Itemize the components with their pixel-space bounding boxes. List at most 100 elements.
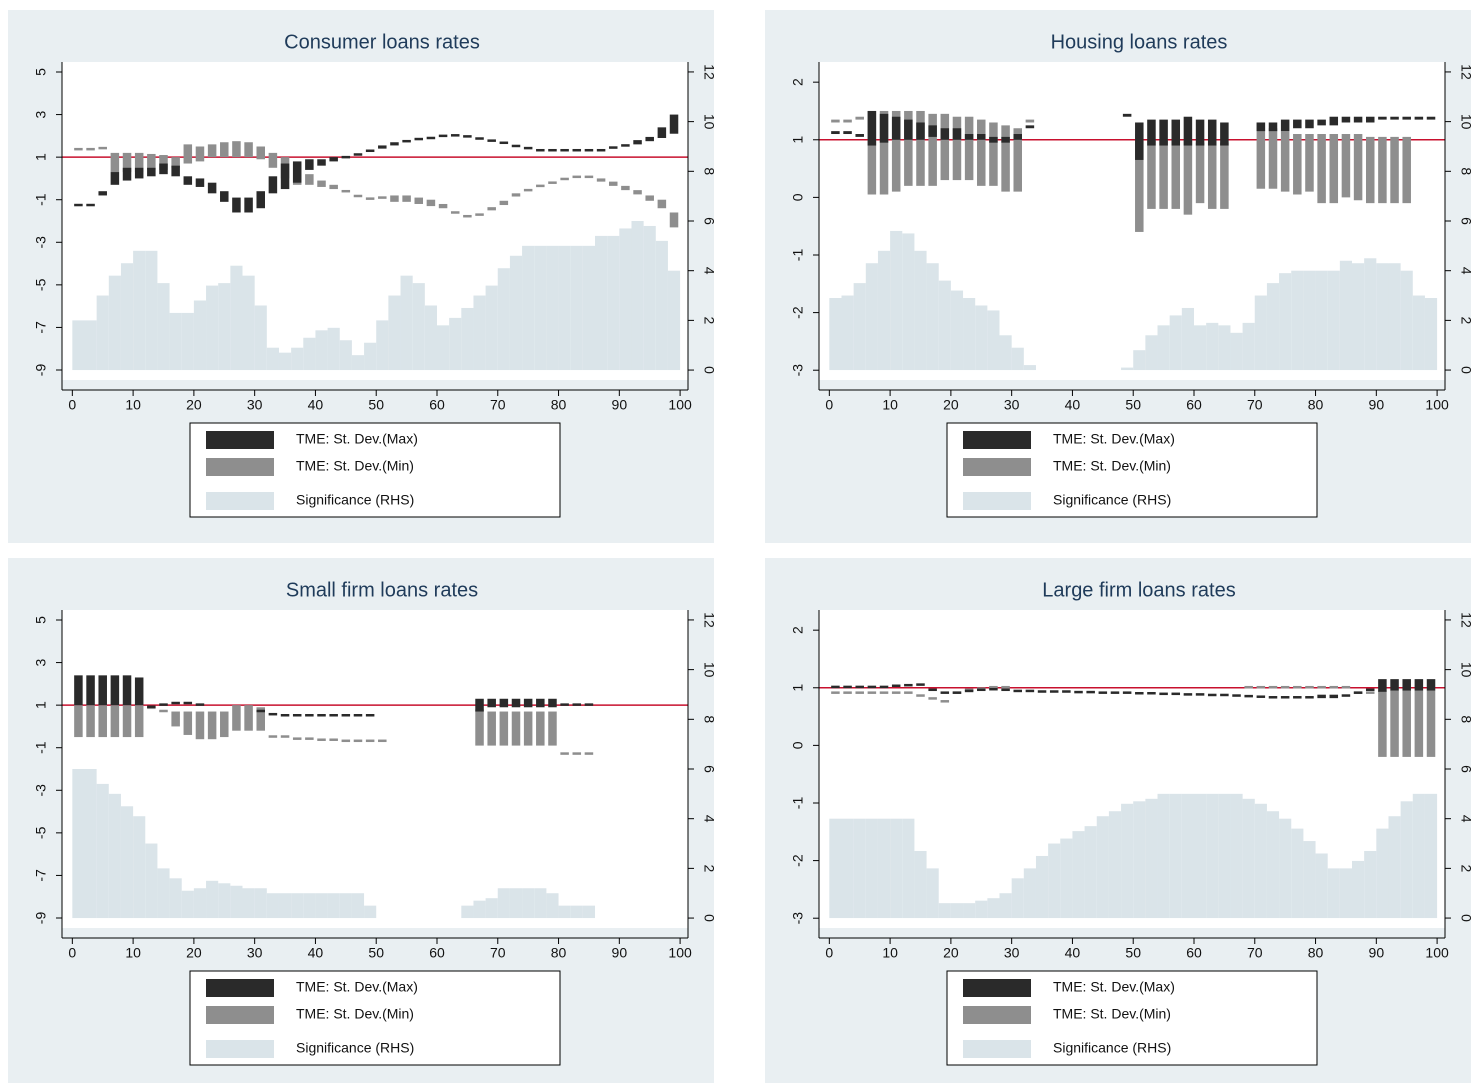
legend-swatch xyxy=(206,492,274,510)
y2-tick-label: 2 xyxy=(701,864,717,872)
range-bar xyxy=(183,711,193,735)
range-bar xyxy=(1195,693,1205,696)
range-bar xyxy=(928,697,937,700)
range-bar xyxy=(390,195,399,202)
significance-bar xyxy=(509,888,523,919)
significance-bar xyxy=(157,283,170,371)
significance-bar xyxy=(266,893,279,919)
range-bar xyxy=(159,163,168,175)
range-bar xyxy=(633,140,642,145)
x-tick-label: 100 xyxy=(1425,397,1449,413)
y-tick-label: 2 xyxy=(790,78,806,86)
legend-label: TME: St. Dev.(Min) xyxy=(296,1006,414,1022)
y2-tick-label: 10 xyxy=(701,662,717,678)
significance-bar xyxy=(108,793,121,919)
legend-swatch xyxy=(963,458,1031,476)
range-bar xyxy=(1159,119,1168,146)
range-bar xyxy=(499,711,509,746)
x-tick-label: 30 xyxy=(1004,945,1020,961)
range-bar xyxy=(989,685,998,689)
range-bar xyxy=(353,153,363,156)
range-bar xyxy=(669,212,679,228)
range-bar xyxy=(353,714,363,717)
y2-tick-label: 8 xyxy=(1458,715,1474,723)
range-bar xyxy=(831,131,840,135)
range-bar xyxy=(1305,134,1314,192)
range-bar xyxy=(1244,685,1253,689)
range-bar xyxy=(1220,122,1229,146)
range-bar xyxy=(940,691,950,694)
range-bar xyxy=(74,705,83,738)
range-bar xyxy=(584,752,594,755)
range-bar xyxy=(292,161,302,183)
significance-bar xyxy=(1315,270,1328,371)
significance-bar xyxy=(1412,793,1425,919)
range-bar xyxy=(414,137,424,141)
significance-bar xyxy=(534,245,547,371)
range-bar xyxy=(843,691,852,694)
range-bar xyxy=(171,701,180,705)
range-bar xyxy=(536,711,545,746)
chart-title: Housing loans rates xyxy=(1051,31,1228,53)
x-tick-label: 40 xyxy=(1065,397,1081,413)
y-tick-label: -5 xyxy=(33,826,49,839)
range-bar xyxy=(438,203,448,209)
range-bar xyxy=(220,142,229,158)
range-bar xyxy=(536,148,545,152)
range-bar xyxy=(74,675,83,706)
range-bar xyxy=(1183,693,1193,696)
range-bar xyxy=(879,685,889,689)
significance-bar xyxy=(254,888,267,919)
range-bar xyxy=(220,191,229,202)
significance-bar xyxy=(278,893,292,919)
range-bar xyxy=(147,153,156,170)
y-tick-label: 1 xyxy=(790,136,806,144)
range-bar xyxy=(1305,119,1314,129)
y-tick-label: -2 xyxy=(790,306,806,319)
range-bar xyxy=(341,155,351,159)
range-bar xyxy=(86,203,95,207)
range-bar xyxy=(1317,134,1326,204)
range-bar xyxy=(402,195,411,202)
x-tick-label: 60 xyxy=(1186,397,1202,413)
y-tick-label: 1 xyxy=(33,153,49,161)
range-bar xyxy=(98,675,107,706)
significance-bar xyxy=(218,283,231,371)
significance-bar xyxy=(169,312,182,371)
range-bar xyxy=(244,197,253,213)
range-bar xyxy=(487,698,496,708)
range-bar xyxy=(353,739,363,743)
range-bar xyxy=(523,711,533,746)
panel: Consumer loans rates-9-7-5-3-11350246810… xyxy=(8,10,717,543)
significance-bar xyxy=(853,283,866,371)
significance-bar xyxy=(877,250,891,371)
range-bar xyxy=(159,703,168,706)
range-bar xyxy=(317,738,326,741)
significance-bar xyxy=(181,890,194,919)
range-bar xyxy=(1025,689,1035,693)
range-bar xyxy=(867,691,877,694)
range-bar xyxy=(110,152,120,173)
range-bar xyxy=(891,110,901,192)
range-bar xyxy=(365,197,375,200)
range-bar xyxy=(1013,689,1022,693)
range-bar xyxy=(1049,690,1059,693)
range-bar xyxy=(305,737,314,740)
significance-bar xyxy=(1388,263,1401,371)
range-bar xyxy=(1390,116,1399,120)
significance-bar xyxy=(278,352,292,371)
significance-bar xyxy=(1133,801,1146,919)
x-tick-label: 90 xyxy=(612,945,628,961)
legend-label: Significance (RHS) xyxy=(1053,1040,1171,1056)
panel: Large firm loans rates-3-2-1012024681012… xyxy=(765,558,1474,1083)
significance-bar xyxy=(522,888,535,919)
y-tick-label: 5 xyxy=(33,68,49,76)
significance-bar xyxy=(364,905,377,919)
range-bar xyxy=(256,709,265,713)
significance-bar xyxy=(1364,258,1377,371)
range-bar xyxy=(548,711,557,746)
significance-bar xyxy=(655,240,668,371)
range-bar xyxy=(879,110,889,195)
x-tick-label: 50 xyxy=(368,945,384,961)
range-bar xyxy=(1268,128,1278,189)
